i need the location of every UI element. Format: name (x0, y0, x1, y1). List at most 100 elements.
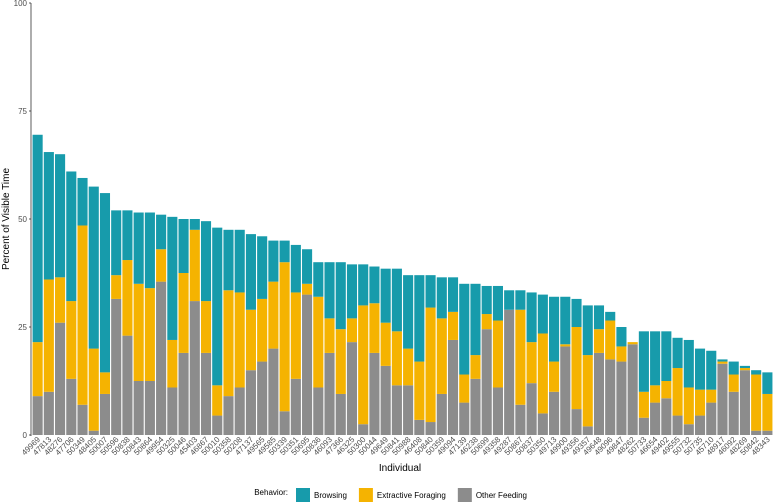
bar-segment (43, 391, 54, 435)
bar-segment (380, 322, 391, 366)
bar-segment (133, 381, 144, 435)
bar-segment (582, 355, 593, 427)
y-tick-label: 50 (18, 215, 27, 224)
bar-segment (593, 329, 605, 353)
bar-segment (650, 402, 661, 435)
bar-segment (279, 240, 290, 263)
bar-segment (526, 383, 537, 435)
bar-segment (436, 393, 447, 435)
bar-segment (762, 372, 773, 394)
bar-segment (694, 389, 706, 416)
bar-segment (335, 262, 346, 330)
bar-segment (549, 361, 560, 392)
bar-segment (346, 264, 358, 319)
bar-segment (380, 268, 391, 323)
bar-segment (694, 415, 706, 435)
bar-segment (268, 281, 279, 349)
bar-segment (616, 346, 627, 362)
bar-segment (717, 363, 728, 435)
bar-segment (504, 290, 515, 310)
bar-segment (436, 318, 447, 394)
bar-segment (492, 387, 503, 435)
bar-segment (66, 171, 77, 302)
bar-segment (672, 337, 683, 369)
bar-segment (257, 298, 268, 362)
bar-segment (335, 329, 346, 394)
bar-segment (313, 296, 324, 388)
bar-segment (43, 152, 54, 280)
bar-segment (156, 249, 167, 282)
bar-segment (313, 387, 324, 435)
bar-segment (200, 352, 212, 435)
bar-segment (728, 391, 739, 435)
bar-segment (324, 262, 335, 319)
bar-segment (481, 329, 492, 435)
bar-segment (605, 320, 616, 360)
bar-segment (616, 361, 627, 435)
bar-segment (257, 361, 268, 435)
bar-segment (122, 335, 133, 435)
legend-swatch (457, 488, 472, 502)
bar-segment (661, 398, 672, 435)
bar-segment (189, 229, 200, 302)
bar-segment (32, 342, 43, 397)
bar-segment (66, 301, 77, 379)
bar-segment (650, 331, 661, 386)
legend-swatch (296, 488, 310, 502)
bar-segment (425, 307, 436, 423)
bar-segment (762, 393, 773, 431)
bar-segment (650, 385, 661, 403)
bar-segment (751, 370, 762, 375)
bar-segment (358, 264, 369, 306)
bar-segment (55, 277, 66, 323)
bar-segment (425, 422, 436, 435)
bar-segment (324, 352, 335, 435)
bar-segment (234, 229, 245, 293)
bar-segment (515, 309, 526, 405)
bar-segment (425, 275, 436, 308)
bar-segment (178, 352, 189, 435)
bar-segment (728, 374, 739, 392)
bar-segment (414, 361, 425, 420)
bar-segment (55, 154, 66, 278)
bar-segment (470, 283, 481, 356)
bar-segment (279, 411, 290, 435)
bar-segment (189, 301, 200, 435)
bar-segment (302, 283, 313, 295)
bar-segment (706, 389, 717, 403)
bar-segment (593, 305, 605, 330)
bar-segment (739, 368, 750, 371)
bar-segment (212, 415, 223, 435)
bar-segment (268, 348, 279, 435)
y-tick-label: 100 (14, 0, 28, 8)
bar-segment (279, 262, 290, 412)
bar-segment (290, 244, 301, 293)
bar-segment (447, 339, 459, 435)
bar-segment (638, 391, 649, 418)
bar-segment (672, 368, 683, 416)
bar-segment (683, 424, 694, 435)
bar-segment (515, 404, 526, 435)
bar-segment (223, 396, 234, 435)
bar-segment (245, 309, 256, 371)
bar-segment (391, 268, 402, 332)
bar-segment (459, 402, 470, 435)
bar-segment (683, 339, 694, 388)
bar-segment (683, 387, 694, 425)
bar-segment (526, 342, 537, 384)
bar-segment (537, 413, 548, 435)
bar-segment (77, 177, 88, 226)
bar-segment (178, 273, 189, 353)
bar-segment (560, 346, 571, 435)
bar-segment (346, 318, 358, 343)
bar-segment (290, 292, 301, 379)
bar-segment (414, 419, 425, 435)
bar-segment (111, 298, 122, 435)
bar-segment (302, 249, 313, 284)
bar-segment (593, 352, 605, 435)
bar-segment (369, 266, 380, 304)
bar-segment (571, 298, 582, 327)
bar-segment (447, 277, 459, 312)
bar-segment (245, 234, 256, 310)
y-axis-title: Percent of Visible Time (1, 168, 12, 271)
